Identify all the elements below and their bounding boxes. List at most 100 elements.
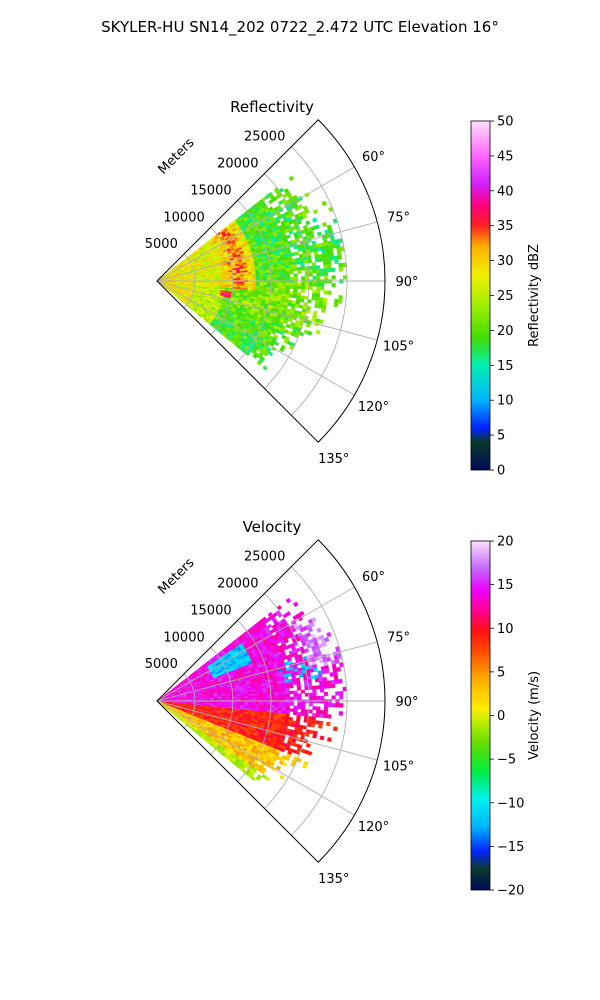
radar-gate — [316, 268, 321, 273]
radar-gate — [206, 279, 211, 281]
radar-gate — [255, 282, 260, 285]
radar-gate — [311, 716, 316, 721]
radar-gate — [338, 711, 344, 716]
radar-gate — [285, 708, 290, 712]
radar-gate — [292, 711, 298, 716]
radar-gate — [331, 283, 336, 288]
radar-gate — [308, 696, 313, 700]
radar-gate — [320, 282, 325, 287]
radar-gate — [263, 704, 268, 708]
radar-gate — [240, 701, 245, 705]
radar-gate — [331, 267, 336, 273]
radar-gate — [262, 692, 268, 696]
radar-gate — [210, 279, 215, 281]
radar-gate — [266, 707, 271, 711]
radar-gate — [327, 267, 332, 273]
radar-gate — [289, 285, 294, 289]
radar-gate — [236, 701, 241, 705]
radar-gate — [315, 685, 321, 690]
radar-gate — [285, 285, 291, 289]
radar-gate — [305, 323, 311, 328]
radar-gate — [263, 277, 268, 281]
radar-gate — [279, 774, 285, 780]
radar-gate — [259, 695, 264, 699]
radar-gate — [217, 698, 222, 701]
radar-gate — [270, 282, 275, 286]
radar-gate — [298, 304, 304, 309]
radar-gate — [323, 290, 328, 295]
radar-gate — [285, 265, 290, 269]
radar-gate — [311, 293, 317, 298]
radar-gate — [297, 693, 302, 697]
radar-gate — [217, 278, 222, 281]
radar-gate — [319, 681, 324, 686]
radar-gate — [325, 252, 331, 258]
radar-gate — [333, 302, 339, 308]
radar-gate — [301, 276, 306, 280]
radar-gate — [334, 658, 340, 665]
radial-tick-label: 10000 — [163, 210, 204, 225]
radar-gate — [277, 268, 283, 273]
radar-gate — [317, 304, 323, 309]
radar-gate — [282, 702, 287, 706]
radar-gate — [304, 692, 310, 697]
radar-gate — [312, 689, 317, 694]
radar-gate — [289, 690, 294, 695]
radar-gate — [323, 703, 329, 708]
radar-gate — [320, 272, 325, 277]
radar-gate — [299, 260, 305, 265]
radar-gate — [263, 275, 268, 278]
radar-gate — [323, 713, 328, 719]
radar-gate — [236, 696, 241, 699]
radar-gate — [206, 699, 211, 701]
radar-gate — [323, 691, 329, 697]
radar-gate — [278, 277, 283, 281]
radar-gate — [229, 278, 234, 281]
radar-gate — [247, 695, 253, 699]
radar-gate — [334, 259, 339, 265]
radar-gate — [274, 704, 279, 709]
radar-gate — [244, 276, 249, 279]
radar-gate — [330, 683, 336, 689]
radar-gate — [251, 284, 256, 287]
radar-gate — [318, 300, 324, 306]
radar-gate — [316, 706, 321, 711]
radar-gate — [278, 285, 283, 289]
radar-gate — [296, 291, 302, 296]
colorbar-tick-label: 40 — [497, 184, 514, 199]
radar-gate — [297, 696, 302, 700]
radar-gate — [316, 695, 321, 700]
angle-tick-label: 135° — [318, 452, 349, 467]
radar-gate — [322, 257, 327, 262]
radar-gate — [288, 175, 295, 182]
radar-gate — [266, 284, 272, 288]
radar-gate — [300, 712, 305, 717]
radar-gate — [337, 299, 343, 304]
radar-gate — [322, 260, 328, 266]
radar-gate — [319, 268, 325, 273]
radar-gate — [300, 263, 305, 268]
radar-gate — [285, 268, 290, 272]
radar-gate — [314, 678, 320, 683]
radar-gate — [323, 710, 328, 715]
radar-gate — [287, 722, 293, 727]
radar-gate — [296, 711, 302, 716]
radar-gate — [274, 277, 279, 281]
radar-gate — [300, 289, 306, 293]
radar-gate — [251, 695, 256, 699]
radar-gate — [331, 275, 336, 280]
radar-gate — [293, 285, 298, 290]
radar-gate — [255, 693, 260, 696]
radar-gate — [251, 273, 256, 277]
radar-gate — [313, 667, 318, 673]
radar-gate — [319, 735, 325, 741]
radar-gate — [329, 672, 335, 677]
radar-gate — [338, 267, 344, 272]
radar-gate — [293, 705, 298, 710]
radar-gate — [334, 298, 339, 304]
radar-gate — [296, 683, 301, 688]
colorbar-tick-label: 30 — [497, 254, 514, 269]
radar-gate — [232, 281, 237, 284]
radar-gate — [300, 689, 306, 694]
radar-gate — [278, 282, 283, 286]
